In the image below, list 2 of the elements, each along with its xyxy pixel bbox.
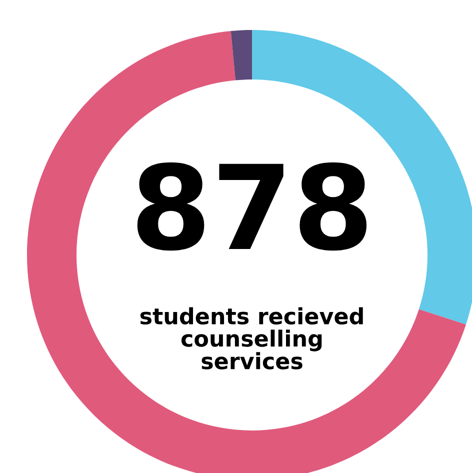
text: 878 xyxy=(137,162,367,251)
text: students recieved counselling services xyxy=(140,307,363,370)
